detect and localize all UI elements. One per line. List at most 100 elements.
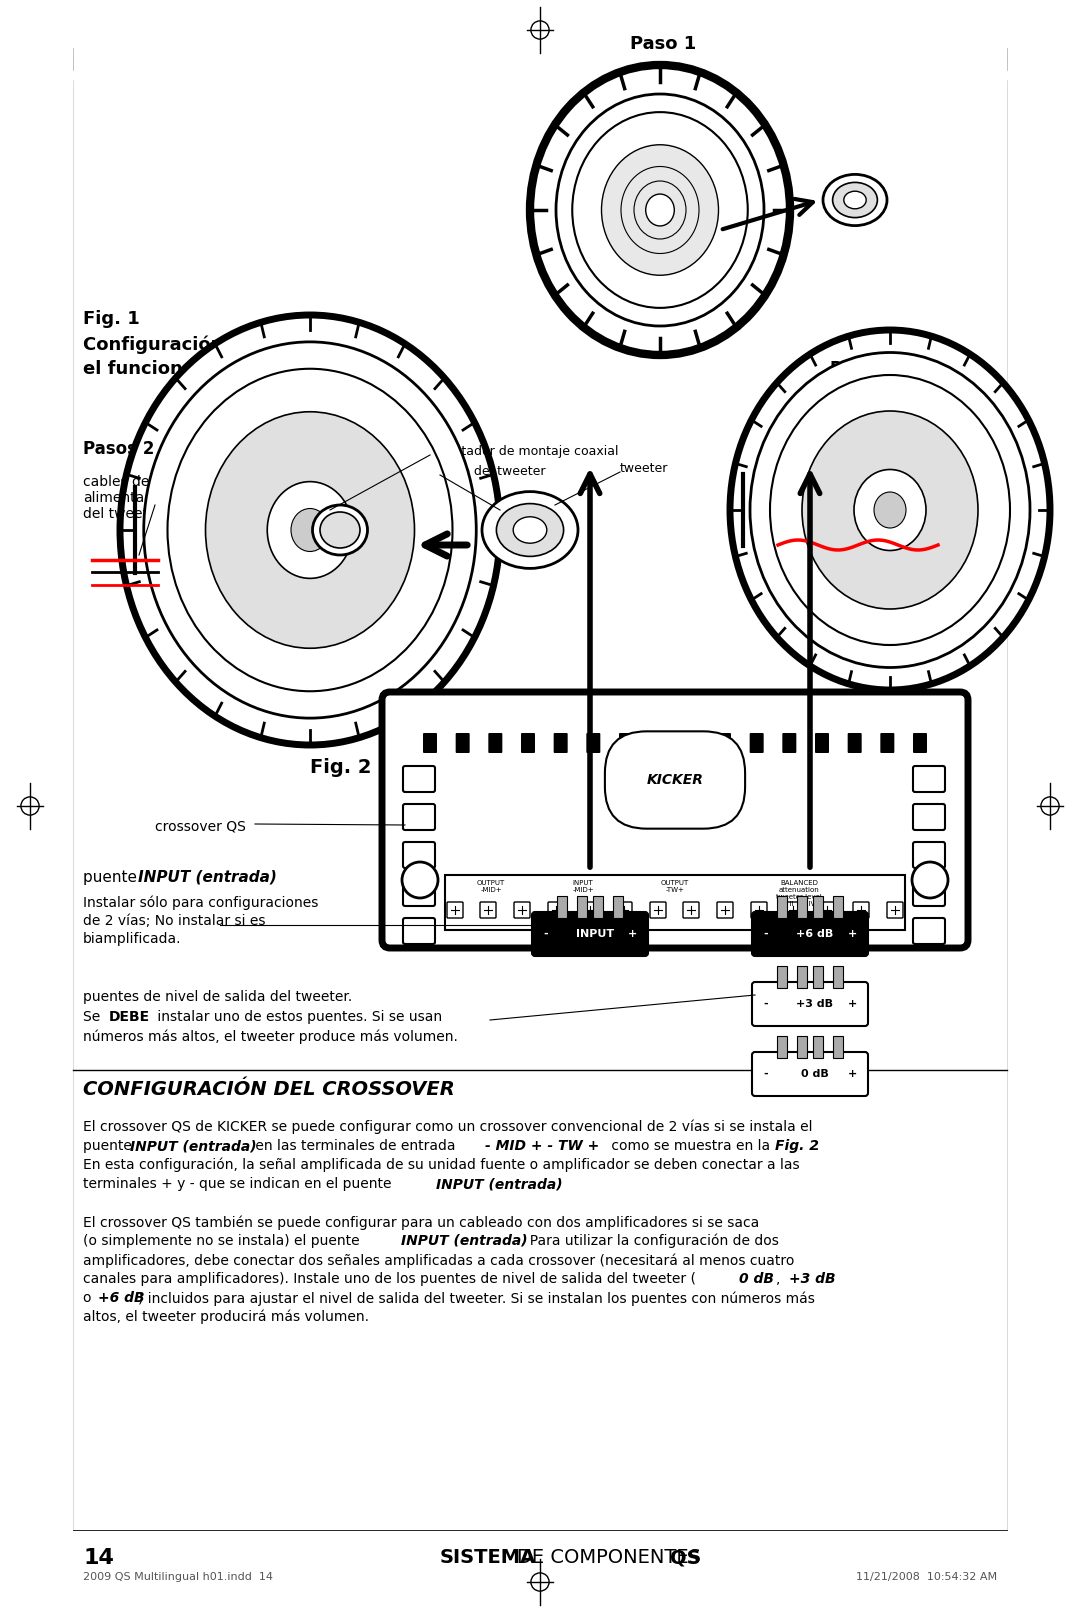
Text: ) incluidos para ajustar el nivel de salida del tweeter. Si se instalan los puen: ) incluidos para ajustar el nivel de sal…: [138, 1291, 815, 1306]
Text: canales para amplificadores). Instale uno de los puentes de nivel de salida del : canales para amplificadores). Instale un…: [83, 1272, 696, 1286]
FancyBboxPatch shape: [913, 841, 945, 867]
FancyBboxPatch shape: [913, 733, 927, 753]
Ellipse shape: [572, 113, 747, 308]
Bar: [833, 1037, 843, 1057]
Ellipse shape: [854, 469, 926, 551]
Ellipse shape: [823, 174, 887, 226]
Text: INPUT (entrada): INPUT (entrada): [130, 1140, 257, 1153]
FancyBboxPatch shape: [456, 733, 470, 753]
Ellipse shape: [770, 376, 1010, 645]
Text: . Para utilizar la configuración de dos: . Para utilizar la configuración de dos: [521, 1235, 779, 1249]
Ellipse shape: [320, 513, 360, 548]
Ellipse shape: [602, 145, 718, 276]
Ellipse shape: [482, 492, 578, 569]
Text: En esta configuración, la señal amplificada de su unidad fuente o amplificador s: En esta configuración, la señal amplific…: [83, 1157, 799, 1172]
FancyBboxPatch shape: [403, 880, 435, 906]
FancyBboxPatch shape: [554, 733, 568, 753]
Text: adaptador de montaje coaxial: adaptador de montaje coaxial: [430, 445, 619, 458]
FancyBboxPatch shape: [403, 804, 435, 830]
FancyBboxPatch shape: [616, 903, 632, 917]
Text: Configuración de QS para: Configuración de QS para: [83, 335, 341, 353]
Bar: [445, 875, 905, 930]
FancyBboxPatch shape: [403, 841, 435, 867]
Text: .: .: [556, 1177, 561, 1191]
Text: OUTPUT
-MID+: OUTPUT -MID+: [477, 880, 505, 893]
FancyBboxPatch shape: [651, 733, 665, 753]
FancyBboxPatch shape: [913, 880, 945, 906]
Text: +: +: [627, 929, 637, 940]
Text: +6 dB: +6 dB: [796, 929, 834, 940]
FancyBboxPatch shape: [423, 733, 437, 753]
Text: ⓀⓀⓀⓀⓄⓄⓄ: ⓀⓀⓀⓀⓄⓄⓄ: [643, 772, 707, 788]
FancyBboxPatch shape: [650, 903, 666, 917]
Ellipse shape: [513, 517, 546, 543]
FancyBboxPatch shape: [880, 733, 894, 753]
Text: cables de
alimentación
del tweeter: cables de alimentación del tweeter: [83, 476, 173, 521]
Ellipse shape: [530, 64, 789, 355]
Text: +3 dB: +3 dB: [797, 999, 834, 1009]
FancyBboxPatch shape: [819, 903, 835, 917]
Text: SISTEMA: SISTEMA: [440, 1548, 537, 1567]
Text: El crossover QS de KICKER se puede configurar como un crossover convencional de : El crossover QS de KICKER se puede confi…: [83, 1120, 812, 1135]
Bar: [813, 966, 823, 988]
FancyBboxPatch shape: [717, 903, 733, 917]
Bar: [797, 1037, 807, 1057]
Text: 0 dB: 0 dB: [801, 1069, 828, 1078]
Text: Fig. 1: Fig. 1: [83, 310, 139, 327]
Text: el funcionamiento coaxial: el funcionamiento coaxial: [83, 359, 342, 377]
Ellipse shape: [312, 505, 367, 555]
Ellipse shape: [833, 182, 877, 218]
Ellipse shape: [267, 482, 353, 579]
FancyBboxPatch shape: [685, 733, 699, 753]
Text: 0 dB: 0 dB: [739, 1272, 774, 1286]
FancyBboxPatch shape: [514, 903, 530, 917]
Text: Paso 1: Paso 1: [630, 35, 697, 53]
Ellipse shape: [167, 369, 453, 692]
Text: biamplificada.: biamplificada.: [83, 932, 181, 946]
FancyBboxPatch shape: [521, 733, 535, 753]
FancyBboxPatch shape: [447, 903, 463, 917]
Bar: [797, 896, 807, 917]
Text: crossover QS: crossover QS: [156, 821, 246, 833]
Text: 11/21/2008  10:54:32 AM: 11/21/2008 10:54:32 AM: [855, 1572, 997, 1581]
FancyBboxPatch shape: [853, 903, 869, 917]
Text: 2009 QS Multilingual h01.indd  14: 2009 QS Multilingual h01.indd 14: [83, 1572, 273, 1581]
Text: +: +: [848, 929, 858, 940]
FancyBboxPatch shape: [887, 903, 903, 917]
FancyBboxPatch shape: [752, 912, 868, 956]
Text: DE COMPONENTES: DE COMPONENTES: [517, 1548, 701, 1567]
Text: en las terminales de entrada: en las terminales de entrada: [251, 1140, 460, 1153]
Text: o: o: [83, 1291, 96, 1306]
Text: ,: ,: [777, 1272, 785, 1286]
FancyBboxPatch shape: [683, 903, 699, 917]
Bar: [833, 966, 843, 988]
Text: -: -: [762, 999, 768, 1009]
FancyBboxPatch shape: [488, 733, 502, 753]
FancyBboxPatch shape: [913, 766, 945, 791]
Text: tweeter: tweeter: [620, 463, 669, 476]
FancyBboxPatch shape: [752, 1053, 868, 1096]
FancyBboxPatch shape: [751, 903, 767, 917]
FancyBboxPatch shape: [480, 903, 496, 917]
Bar: [797, 966, 807, 988]
FancyBboxPatch shape: [785, 903, 801, 917]
FancyBboxPatch shape: [382, 692, 968, 948]
Text: de 2 vías; No instalar si es: de 2 vías; No instalar si es: [83, 914, 266, 929]
Ellipse shape: [497, 503, 564, 556]
Text: -: -: [543, 929, 548, 940]
Text: instalar uno de estos puentes. Si se usan: instalar uno de estos puentes. Si se usa…: [153, 1011, 442, 1024]
Ellipse shape: [750, 353, 1030, 667]
Text: .: .: [815, 1140, 820, 1153]
Text: puentes de nivel de salida del tweeter.: puentes de nivel de salida del tweeter.: [83, 990, 352, 1004]
Text: puente: puente: [83, 870, 141, 885]
Text: KICKER: KICKER: [647, 774, 703, 787]
Text: números más altos, el tweeter produce más volumen.: números más altos, el tweeter produce má…: [83, 1030, 458, 1045]
Text: INPUT (entrada): INPUT (entrada): [436, 1177, 563, 1191]
Text: altos, el tweeter producirá más volumen.: altos, el tweeter producirá más volumen.: [83, 1311, 369, 1325]
Text: Fig. 2: Fig. 2: [775, 1140, 819, 1153]
FancyBboxPatch shape: [750, 733, 764, 753]
FancyBboxPatch shape: [619, 733, 633, 753]
Bar: [777, 966, 787, 988]
Ellipse shape: [144, 342, 476, 717]
Bar: [777, 896, 787, 917]
